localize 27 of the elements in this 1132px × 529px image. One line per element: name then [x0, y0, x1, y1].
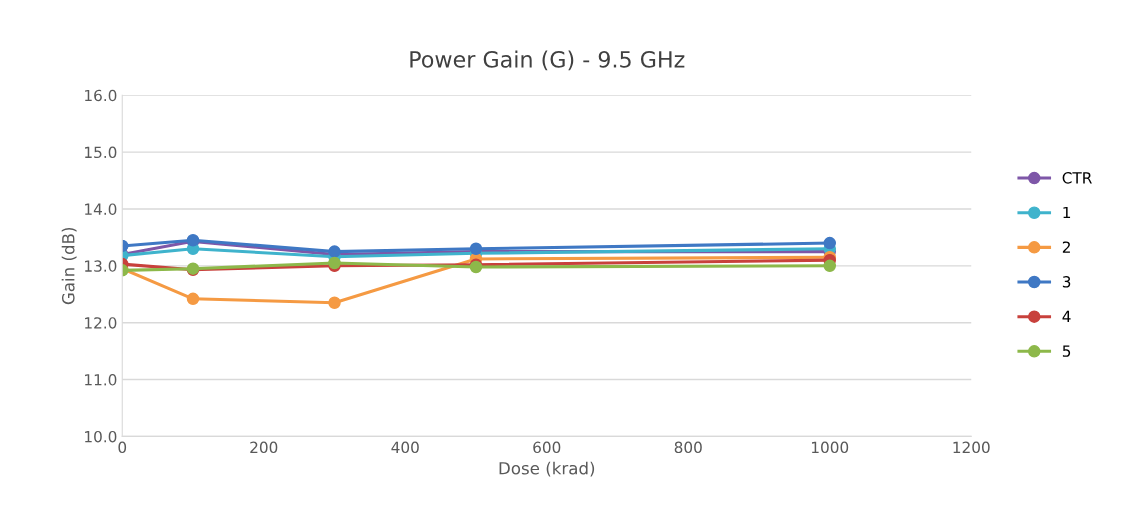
x-tick-label: 0 [118, 441, 127, 454]
x-tick-label: 200 [250, 441, 278, 454]
y-tick-label: 14.0 [85, 203, 117, 215]
point [328, 296, 341, 310]
chart-title: Power Gain (G) - 9.5 GHz [410, 50, 685, 71]
x-tick-label: 400 [391, 441, 419, 454]
x-tick-label: 1000 [811, 441, 849, 454]
legend-label: 2 [1062, 241, 1070, 253]
x-tick-label: 800 [674, 441, 702, 454]
y-tick-label: 10.0 [85, 430, 117, 443]
y-tick-label: 16.0 [85, 89, 117, 102]
legend-label: CTR [1062, 172, 1092, 184]
x-axis-title: Dose (krad) [499, 461, 595, 477]
x-tick-label: 600 [533, 441, 561, 454]
legend-label: 3 [1062, 276, 1071, 288]
y-tick-label: 13.0 [85, 260, 117, 272]
legend-label: 4 [1062, 310, 1071, 323]
y-tick-label: 15.0 [85, 146, 117, 159]
point [823, 259, 837, 273]
y-tick-label: 11.0 [85, 374, 117, 386]
x-tick-label: 1200 [953, 441, 990, 454]
point [186, 292, 200, 306]
legend-label: 1 [1063, 206, 1071, 219]
point [823, 236, 837, 250]
y-axis-title: Gain (dB) [61, 227, 77, 305]
y-tick-label: 12.0 [85, 317, 117, 329]
legend-label: 5 [1062, 345, 1071, 357]
